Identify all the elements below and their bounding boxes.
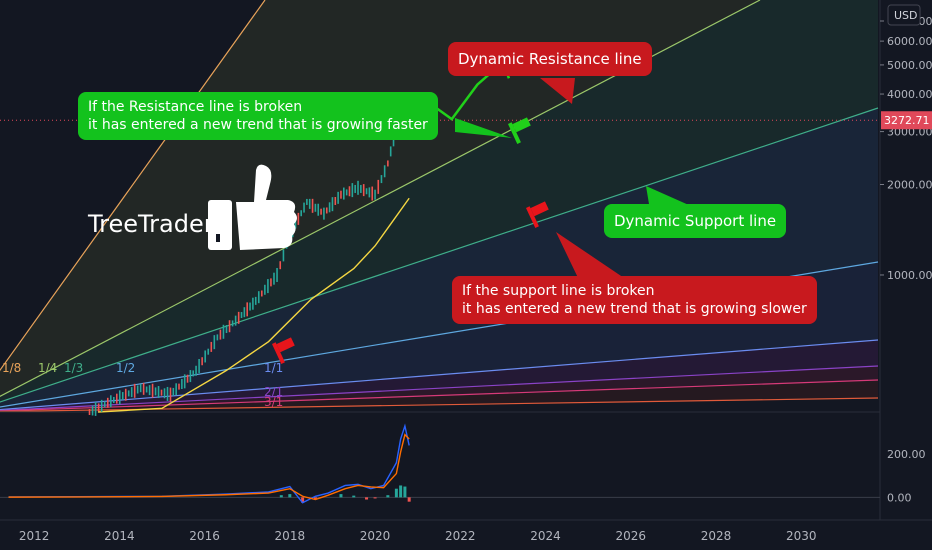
axes: 1/81/41/31/21/12/13/17000.006000.005000.… (2, 4, 932, 543)
y-tick-label: 2000.00 (887, 179, 932, 192)
macd-line (8, 423, 410, 504)
fan-band (0, 0, 878, 402)
macd-histogram-bar (279, 495, 283, 498)
watermark-text: TreeTrader (88, 210, 214, 238)
resistance-title: Dynamic Resistance line (458, 50, 642, 68)
flag-cloth (276, 337, 295, 353)
macd-histogram-bar (373, 497, 377, 499)
resistance-note-line1: If the Resistance line is broken (88, 99, 303, 115)
macd-histogram-bar (301, 497, 305, 503)
osc-y-tick-label: 200.00 (887, 448, 926, 461)
macd-histogram-bar (407, 497, 411, 502)
fan-label: 1/1 (264, 361, 283, 375)
macd-histogram-bar (399, 485, 403, 498)
flag-pole (526, 206, 539, 228)
macd-histogram-bar (394, 488, 398, 498)
x-tick-label: 2016 (189, 529, 220, 543)
gann-fan-lines (0, 0, 879, 413)
fan-label: 2/1 (264, 385, 283, 399)
thumbs-up-icon (208, 164, 297, 250)
x-tick-label: 2024 (530, 529, 561, 543)
thumb-cuff-detail (216, 234, 220, 242)
support-title: Dynamic Support line (614, 212, 777, 230)
macd-pane (0, 423, 880, 504)
macd-histogram-bar (386, 495, 390, 498)
fan-ray-4-1 (0, 397, 879, 413)
red-flag-icon (526, 201, 549, 228)
current-price-badge (881, 111, 932, 130)
signal-line (8, 433, 410, 501)
grid (0, 0, 932, 521)
x-tick-label: 2030 (786, 529, 817, 543)
fan-label: 1/3 (64, 361, 83, 375)
thumb-hand (236, 164, 297, 250)
support-title-callout: Dynamic Support line (604, 204, 787, 238)
macd-histogram-bar (313, 497, 317, 500)
resistance-title-callout: Dynamic Resistance line (448, 42, 652, 76)
macd-histogram-bar (339, 494, 343, 498)
green-flag-icon (508, 117, 531, 144)
flag-pole (272, 342, 285, 364)
current-price-label: 3272.71 (884, 114, 930, 127)
macd-histogram-bar (288, 494, 292, 498)
x-tick-label: 2018 (275, 529, 306, 543)
x-tick-label: 2026 (616, 529, 647, 543)
decorations (208, 78, 700, 364)
fan-label: 1/8 (2, 361, 21, 375)
y-tick-label: 4000.00 (887, 88, 932, 101)
x-tick-label: 2022 (445, 529, 476, 543)
macd-histogram-bar (365, 497, 369, 500)
x-tick-label: 2020 (360, 529, 391, 543)
x-tick-label: 2028 (701, 529, 732, 543)
moving-average-line (97, 197, 410, 413)
currency-box (887, 4, 921, 26)
fan-ray-2-1 (0, 365, 879, 412)
resistance-note-line2: it has entered a new trend that is growi… (88, 117, 428, 133)
fan-label: 1/2 (116, 361, 135, 375)
resistance-pointer (540, 78, 575, 104)
red-flag-icon (272, 337, 295, 364)
fan-ray-1-8 (0, 0, 266, 372)
support-note-pointer (556, 232, 630, 282)
y-tick-label: 5000.00 (887, 59, 932, 72)
support-note-line1: If the support line is broken (462, 283, 655, 299)
currency-label: USD (894, 9, 918, 22)
resistance-note-pointer (455, 118, 512, 138)
fan-ray-3-1 (0, 379, 879, 412)
flag-cloth (512, 117, 531, 133)
y-tick-label: 6000.00 (887, 35, 932, 48)
fan-ray-1-3 (0, 107, 879, 403)
x-tick-label: 2014 (104, 529, 135, 543)
flag-pole (508, 122, 521, 144)
fan-band (0, 108, 878, 408)
fan-ray-1-1 (0, 339, 879, 411)
macd-histogram-bar (352, 495, 356, 498)
osc-y-tick-label: 0.00 (887, 491, 912, 504)
support-note-line2: it has entered a new trend that is growi… (462, 301, 807, 317)
thumb-cuff (208, 200, 232, 250)
support-note-callout: If the support line is broken it has ent… (452, 276, 817, 324)
y-tick-label: 1000.00 (887, 269, 932, 282)
fan-label: 3/1 (264, 395, 283, 409)
macd-histogram-bar (403, 486, 407, 498)
fan-label: 1/4 (38, 361, 57, 375)
flag-cloth (530, 201, 549, 217)
x-tick-label: 2012 (19, 529, 50, 543)
resistance-note-callout: If the Resistance line is broken it has … (78, 92, 438, 140)
